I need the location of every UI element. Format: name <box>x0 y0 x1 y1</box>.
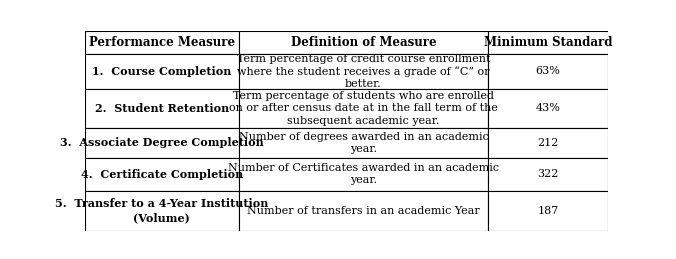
Text: Minimum Standard: Minimum Standard <box>484 36 612 49</box>
Text: 63%: 63% <box>535 67 560 76</box>
Bar <box>239 128 488 158</box>
Text: 5.  Transfer to a 4-Year Institution
(Volume): 5. Transfer to a 4-Year Institution (Vol… <box>55 198 268 223</box>
Text: Term percentage of students who are enrolled
on or after census date at in the f: Term percentage of students who are enro… <box>229 91 498 126</box>
Text: Number of transfers in an academic Year: Number of transfers in an academic Year <box>247 206 480 215</box>
Bar <box>84 158 239 191</box>
Bar <box>239 191 488 231</box>
Bar <box>488 31 608 54</box>
Text: 322: 322 <box>537 169 559 179</box>
Bar <box>84 89 239 128</box>
Text: Term percentage of credit course enrollment
where the student receives a grade o: Term percentage of credit course enrollm… <box>237 54 490 89</box>
Text: 3.  Associate Degree Completion: 3. Associate Degree Completion <box>60 137 264 148</box>
Bar <box>84 31 239 54</box>
Text: 212: 212 <box>537 138 559 148</box>
Bar <box>488 54 608 89</box>
Bar <box>239 158 488 191</box>
Bar <box>488 89 608 128</box>
Text: 43%: 43% <box>535 103 560 113</box>
Bar <box>84 128 239 158</box>
Text: 4.  Certificate Completion: 4. Certificate Completion <box>80 169 243 180</box>
Bar <box>239 54 488 89</box>
Bar <box>84 54 239 89</box>
Text: Number of degrees awarded in an academic
year.: Number of degrees awarded in an academic… <box>239 132 489 154</box>
Text: Performance Measure: Performance Measure <box>89 36 235 49</box>
Text: 187: 187 <box>537 206 559 215</box>
Bar <box>488 158 608 191</box>
Text: 1.  Course Completion: 1. Course Completion <box>92 66 231 77</box>
Text: Definition of Measure: Definition of Measure <box>291 36 436 49</box>
Bar <box>84 191 239 231</box>
Bar <box>488 191 608 231</box>
Bar <box>488 128 608 158</box>
Text: Number of Certificates awarded in an academic
year.: Number of Certificates awarded in an aca… <box>228 163 499 185</box>
Bar <box>239 89 488 128</box>
Text: 2.  Student Retention: 2. Student Retention <box>95 103 229 114</box>
Bar <box>239 31 488 54</box>
